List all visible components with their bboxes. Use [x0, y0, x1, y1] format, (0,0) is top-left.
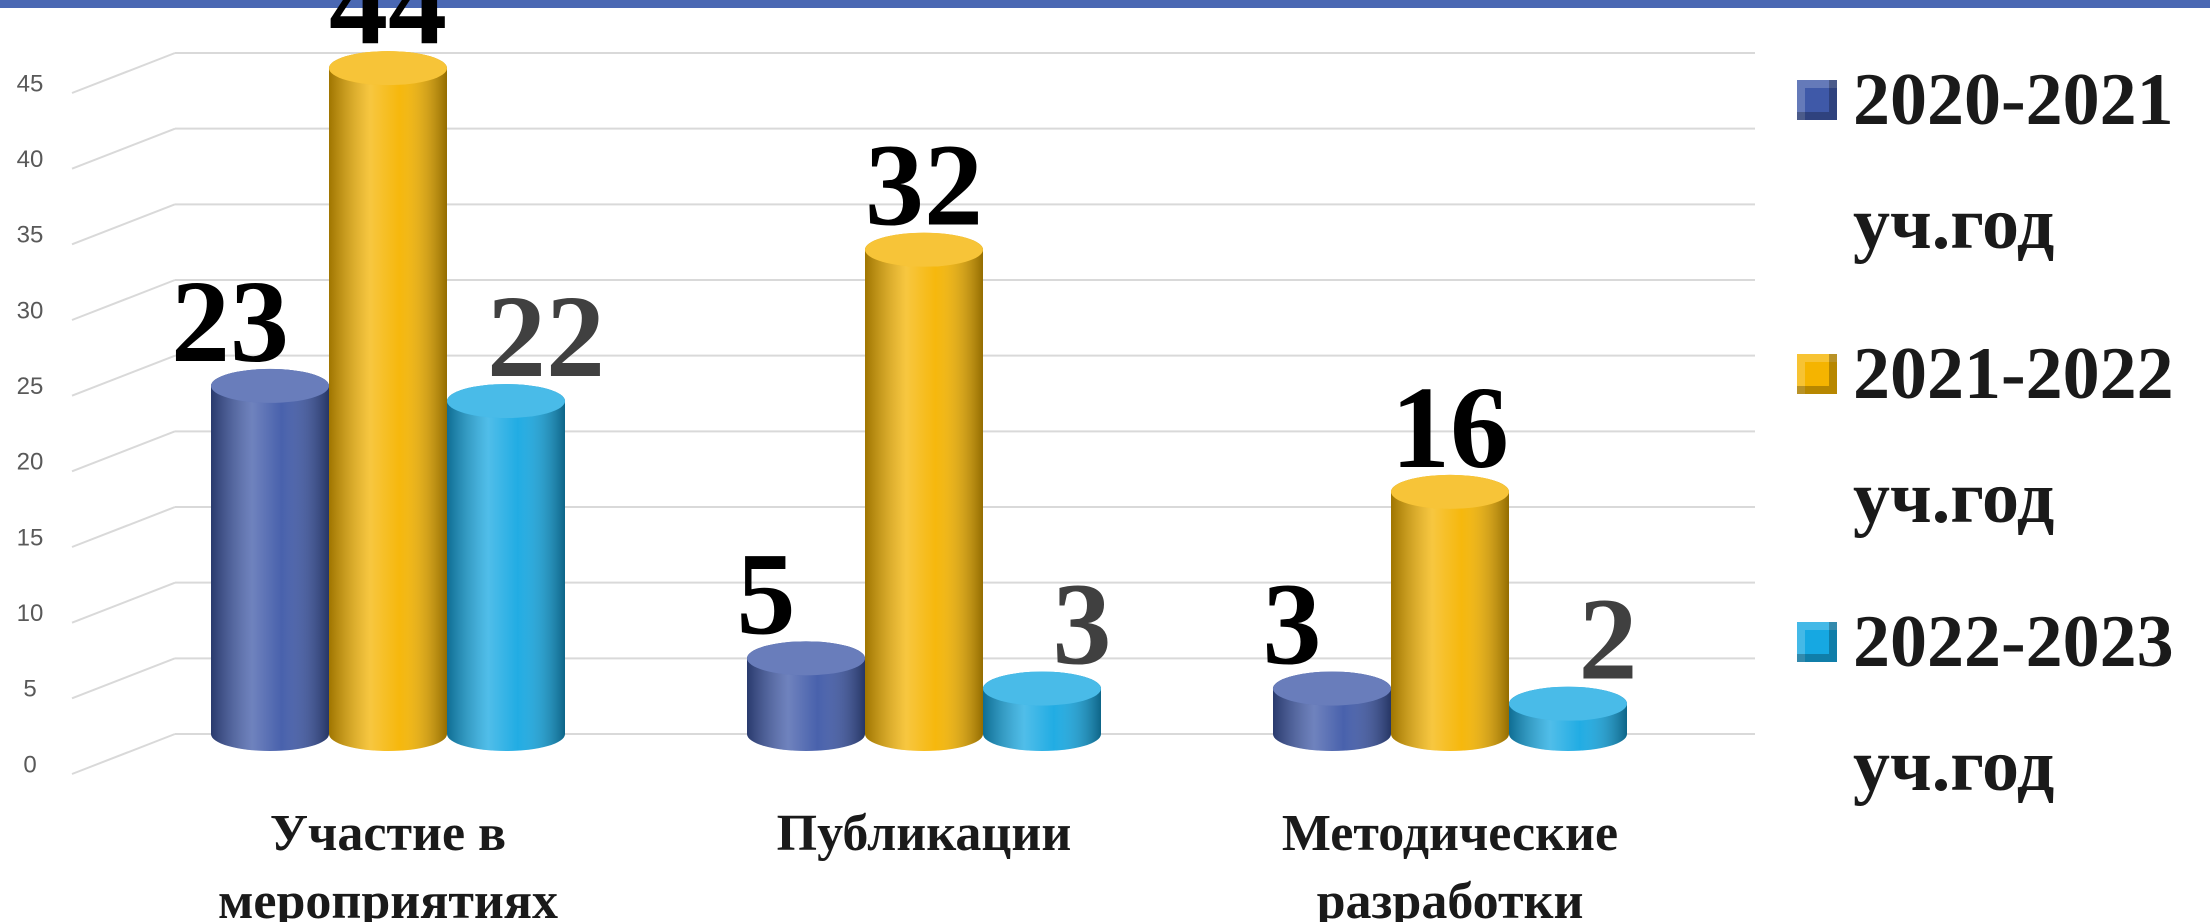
value-label: 5	[737, 528, 796, 659]
value-label: 16	[1391, 362, 1509, 493]
value-label: 32	[865, 120, 983, 251]
y-tick-label: 30	[17, 297, 44, 324]
bar-shade	[329, 51, 447, 752]
bar-top-shine	[211, 368, 329, 403]
y-tick-label: 5	[23, 676, 36, 703]
bar-top	[447, 384, 565, 419]
bar-top-shine	[329, 51, 447, 86]
grid-line-depth	[71, 733, 176, 775]
grid-line-depth	[71, 581, 176, 624]
x-tick-label: Методические разработки	[1281, 805, 1619, 922]
value-label: 23	[171, 256, 289, 387]
y-tick-label: 35	[17, 222, 44, 249]
bar-shade	[211, 368, 329, 751]
y-tick-label: 40	[17, 146, 44, 173]
y-tick-label: 25	[17, 373, 44, 400]
bar-top-shine	[747, 641, 865, 676]
legend-item: 2022-2023 уч.год	[1797, 580, 2207, 840]
bar-top-shine	[1509, 686, 1627, 721]
legend-item: 2020-2021 уч.год	[1797, 38, 2207, 298]
legend-swatch	[1797, 80, 1837, 120]
legend-swatch	[1797, 622, 1837, 662]
bar-top	[865, 232, 983, 267]
bar-top	[211, 368, 329, 403]
value-label: 3	[1263, 559, 1322, 690]
grid-line-depth	[71, 279, 176, 321]
y-tick-label: 45	[17, 70, 44, 97]
bar-top-shine	[983, 671, 1101, 706]
grid-line-depth	[71, 52, 176, 94]
value-label: 44	[329, 0, 447, 69]
y-tick-label: 0	[23, 751, 36, 778]
legend-label: 2020-2021 уч.год	[1853, 59, 2174, 265]
bar-top-shine	[1273, 671, 1391, 706]
top-strip	[0, 0, 2210, 8]
grid-line-depth	[71, 203, 176, 246]
bar-top-shine	[447, 384, 565, 419]
legend-swatch	[1797, 354, 1837, 394]
bar-top	[329, 51, 447, 86]
bar-top	[1391, 474, 1509, 509]
bar-top	[747, 641, 865, 676]
bar-top-shine	[865, 232, 983, 267]
value-label: 2	[1579, 574, 1638, 705]
y-tick-label: 10	[17, 600, 44, 627]
bar-top-shine	[1391, 474, 1509, 509]
x-tick-label: Публикации	[776, 805, 1072, 862]
bar-shade	[447, 384, 565, 751]
bar-top	[1273, 671, 1391, 706]
value-label: 22	[487, 271, 605, 402]
y-tick-label: 15	[17, 524, 44, 551]
value-label: 3	[1053, 559, 1112, 690]
legend-item: 2021-2022 уч.год	[1797, 312, 2207, 572]
grid-line-depth	[71, 430, 176, 473]
y-tick-label: 20	[17, 449, 44, 476]
bar-shade	[1391, 474, 1509, 751]
grid-line-depth	[71, 506, 176, 548]
grid-line-depth	[71, 354, 176, 397]
grid-line-depth	[71, 657, 176, 700]
legend-label: 2022-2023 уч.год	[1853, 601, 2174, 807]
x-tick-label: Участие в мероприятиях	[217, 805, 559, 922]
legend-label: 2021-2022 уч.год	[1853, 333, 2174, 539]
grid-line-depth	[71, 127, 176, 170]
bar-top	[1509, 686, 1627, 721]
bar-shade	[865, 232, 983, 751]
bar-top	[983, 671, 1101, 706]
